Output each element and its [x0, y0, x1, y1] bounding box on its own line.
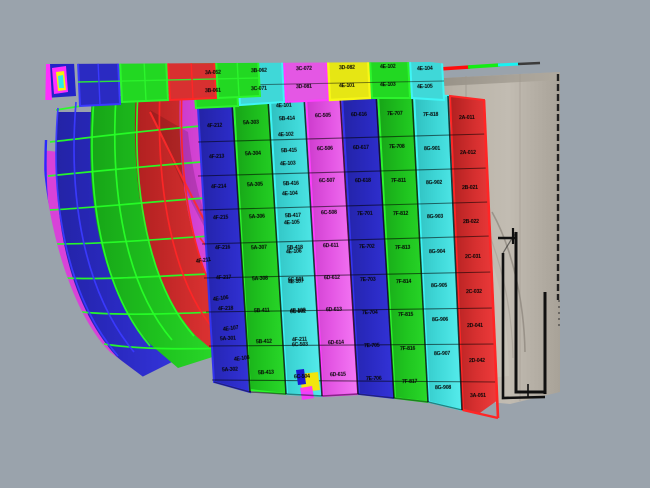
corner-accent-cluster — [44, 62, 76, 100]
band-green — [90, 96, 223, 368]
mesh-silhouette — [213, 99, 500, 420]
panel-black-outline — [498, 228, 547, 400]
mesh-body — [44, 62, 500, 420]
top-left-blocks — [76, 62, 262, 108]
band-blue — [56, 112, 173, 378]
